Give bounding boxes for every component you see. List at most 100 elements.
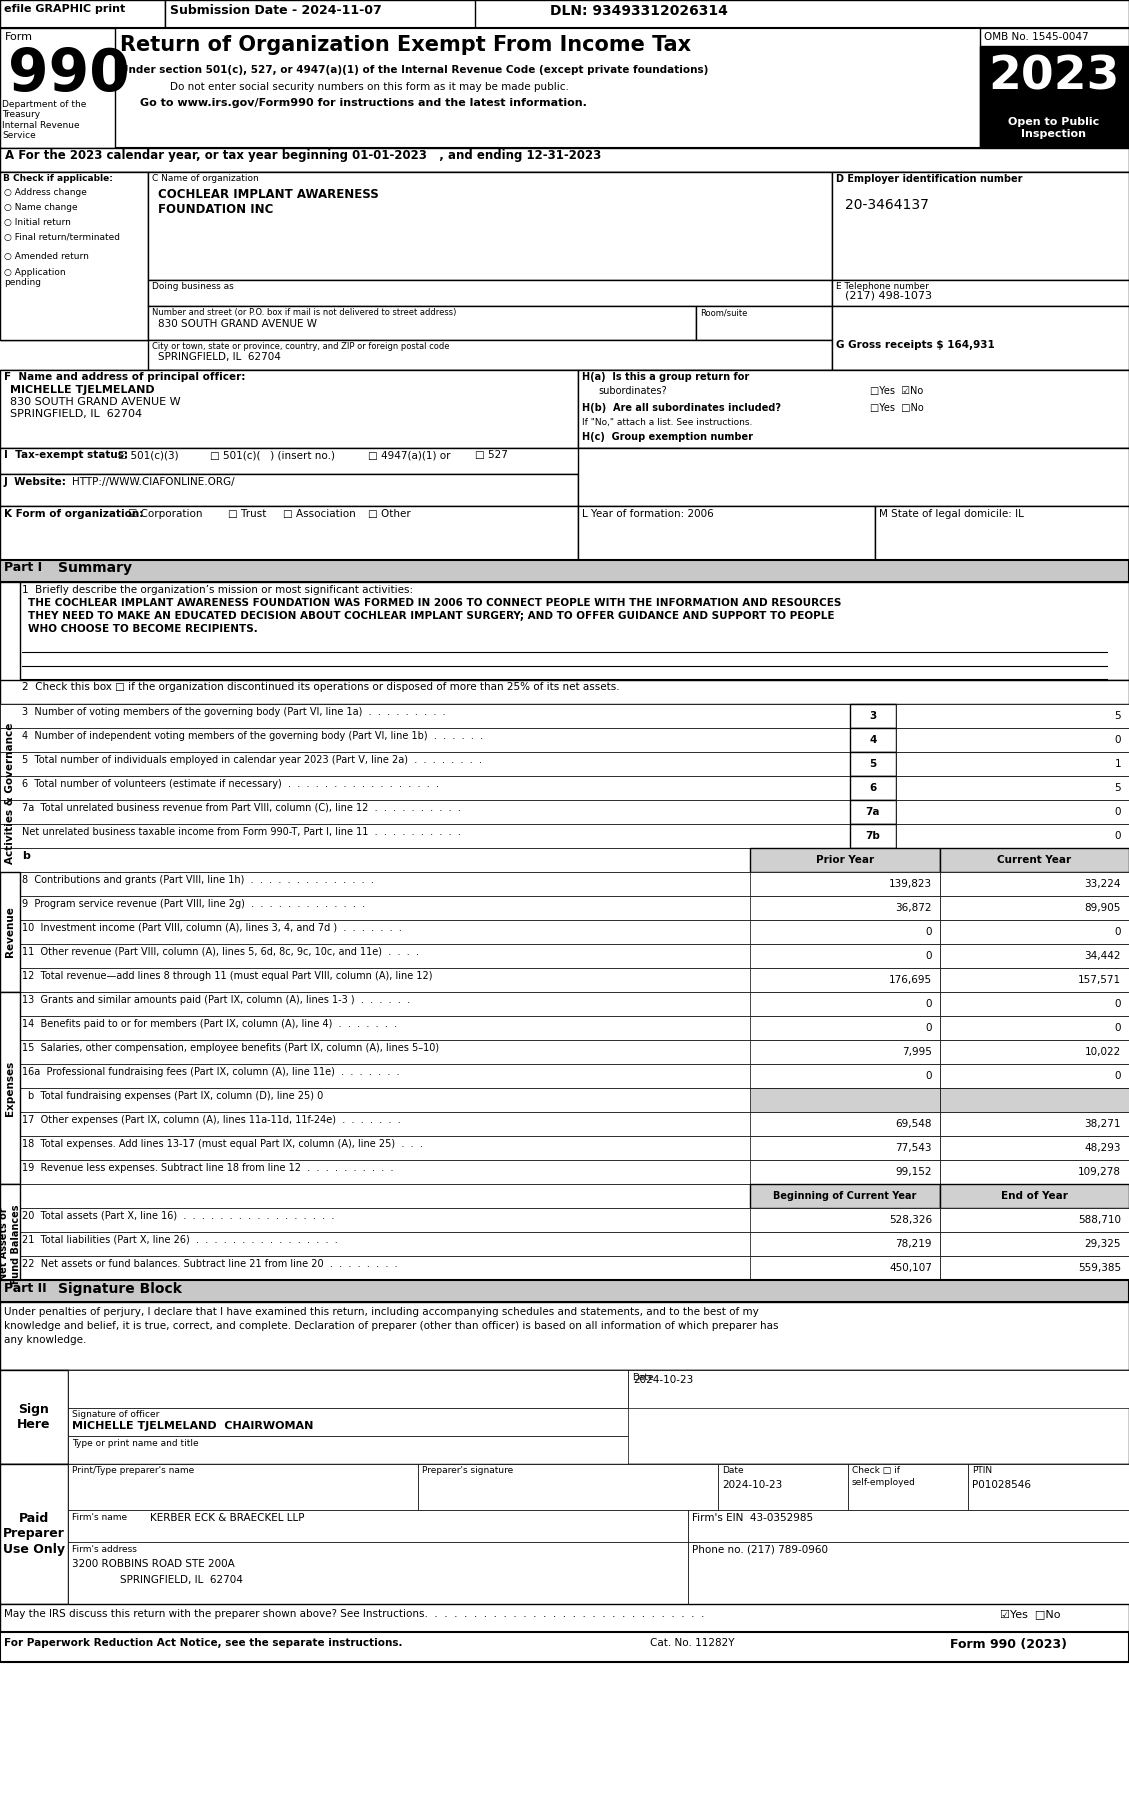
- Bar: [940, 1233, 1129, 1256]
- Text: 18  Total expenses. Add lines 13-17 (must equal Part IX, column (A), line 25)  .: 18 Total expenses. Add lines 13-17 (must…: [21, 1139, 423, 1150]
- Text: 19  Revenue less expenses. Subtract line 18 from line 12  .  .  .  .  .  .  .  .: 19 Revenue less expenses. Subtract line …: [21, 1162, 394, 1173]
- Bar: [0, 679, 1129, 705]
- Text: M State of legal domicile: IL: M State of legal domicile: IL: [879, 508, 1024, 519]
- Text: 99,152: 99,152: [895, 1168, 933, 1177]
- Text: ○ Amended return: ○ Amended return: [5, 252, 89, 261]
- Text: Number and street (or P.O. box if mail is not delivered to street address): Number and street (or P.O. box if mail i…: [152, 308, 456, 317]
- Text: 0: 0: [1114, 998, 1121, 1009]
- Text: FOUNDATION INC: FOUNDATION INC: [158, 204, 273, 216]
- Bar: [578, 369, 1129, 449]
- Bar: [940, 991, 1129, 1016]
- Bar: [750, 1256, 940, 1279]
- Text: 2024-10-23: 2024-10-23: [723, 1479, 782, 1490]
- Text: 8  Contributions and grants (Part VIII, line 1h)  .  .  .  .  .  .  .  .  .  .  : 8 Contributions and grants (Part VIII, l…: [21, 876, 374, 885]
- Text: 0: 0: [1114, 926, 1121, 937]
- Text: Signature of officer: Signature of officer: [72, 1409, 159, 1418]
- Text: Date: Date: [632, 1373, 654, 1382]
- Text: b: b: [21, 851, 29, 861]
- Bar: [850, 777, 896, 800]
- Bar: [0, 1279, 1129, 1303]
- Bar: [750, 1135, 940, 1160]
- Bar: [0, 582, 1129, 679]
- Text: Print/Type preparer's name: Print/Type preparer's name: [72, 1467, 194, 1476]
- Bar: [0, 896, 1129, 921]
- Bar: [148, 171, 832, 279]
- Bar: [68, 1463, 418, 1510]
- Text: 2024-10-23: 2024-10-23: [633, 1375, 693, 1386]
- Text: THEY NEED TO MAKE AN EDUCATED DECISION ABOUT COCHLEAR IMPLANT SURGERY; AND TO OF: THEY NEED TO MAKE AN EDUCATED DECISION A…: [28, 611, 834, 622]
- Bar: [875, 506, 1129, 560]
- Bar: [68, 1407, 628, 1436]
- Text: Department of the
Treasury
Internal Revenue
Service: Department of the Treasury Internal Reve…: [2, 99, 87, 141]
- Text: ☑Yes  □No: ☑Yes □No: [1000, 1609, 1060, 1618]
- Bar: [750, 1112, 940, 1135]
- Text: 4: 4: [869, 735, 877, 744]
- Text: 33,224: 33,224: [1085, 879, 1121, 888]
- Text: Form 990 (2023): Form 990 (2023): [949, 1638, 1067, 1651]
- Text: 13  Grants and similar amounts paid (Part IX, column (A), lines 1-3 )  .  .  .  : 13 Grants and similar amounts paid (Part…: [21, 995, 410, 1006]
- Text: 559,385: 559,385: [1078, 1263, 1121, 1272]
- Bar: [896, 751, 1129, 777]
- Bar: [688, 1510, 1129, 1543]
- Bar: [896, 777, 1129, 800]
- Bar: [578, 449, 1129, 506]
- Text: For Paperwork Reduction Act Notice, see the separate instructions.: For Paperwork Reduction Act Notice, see …: [5, 1638, 403, 1649]
- Bar: [832, 306, 1129, 369]
- Bar: [68, 1436, 628, 1463]
- Text: SPRINGFIELD, IL  62704: SPRINGFIELD, IL 62704: [120, 1575, 243, 1586]
- Text: 7a: 7a: [866, 807, 881, 816]
- Text: 0: 0: [1114, 807, 1121, 816]
- Text: J  Website:: J Website:: [5, 478, 67, 487]
- Text: 157,571: 157,571: [1078, 975, 1121, 986]
- Text: ☑ 501(c)(3): ☑ 501(c)(3): [119, 450, 178, 460]
- Bar: [68, 1543, 688, 1604]
- Text: 0: 0: [1114, 831, 1121, 842]
- Text: Firm's address: Firm's address: [72, 1544, 137, 1553]
- Bar: [750, 1160, 940, 1184]
- Text: 176,695: 176,695: [889, 975, 933, 986]
- Text: 5  Total number of individuals employed in calendar year 2023 (Part V, line 2a) : 5 Total number of individuals employed i…: [21, 755, 482, 766]
- Bar: [0, 1112, 1129, 1135]
- Text: Type or print name and title: Type or print name and title: [72, 1440, 199, 1449]
- Text: Go to www.irs.gov/Form990 for instructions and the latest information.: Go to www.irs.gov/Form990 for instructio…: [140, 97, 587, 108]
- Text: ☑ Corporation: ☑ Corporation: [128, 508, 202, 519]
- Bar: [850, 824, 896, 849]
- Text: 48,293: 48,293: [1085, 1142, 1121, 1153]
- Bar: [940, 1016, 1129, 1040]
- Bar: [832, 171, 1129, 279]
- Text: 77,543: 77,543: [895, 1142, 933, 1153]
- Text: 5: 5: [1114, 784, 1121, 793]
- Text: 990: 990: [8, 47, 130, 103]
- Text: □ 527: □ 527: [475, 450, 508, 460]
- Text: MICHELLE TJELMELAND: MICHELLE TJELMELAND: [10, 386, 155, 395]
- Text: Under penalties of perjury, I declare that I have examined this return, includin: Under penalties of perjury, I declare th…: [5, 1306, 759, 1317]
- Text: ○ Address change: ○ Address change: [5, 187, 87, 196]
- Bar: [695, 306, 832, 341]
- Text: 15  Salaries, other compensation, employee benefits (Part IX, column (A), lines : 15 Salaries, other compensation, employe…: [21, 1043, 439, 1052]
- Bar: [0, 1207, 1129, 1233]
- Bar: [750, 921, 940, 944]
- Bar: [0, 849, 1129, 872]
- Bar: [750, 1016, 940, 1040]
- Text: 0: 0: [926, 926, 933, 937]
- Bar: [0, 1184, 1129, 1207]
- Bar: [940, 1256, 1129, 1279]
- Bar: [0, 824, 1129, 849]
- Bar: [750, 849, 940, 872]
- Text: 20-3464137: 20-3464137: [844, 198, 929, 213]
- Text: 109,278: 109,278: [1078, 1168, 1121, 1177]
- Text: 2  Check this box □ if the organization discontinued its operations or disposed : 2 Check this box □ if the organization d…: [21, 681, 620, 692]
- Bar: [0, 991, 1129, 1016]
- Text: C Name of organization: C Name of organization: [152, 175, 259, 184]
- Bar: [0, 29, 1129, 148]
- Bar: [0, 1160, 1129, 1184]
- Bar: [68, 1370, 628, 1407]
- Text: Paid
Preparer
Use Only: Paid Preparer Use Only: [3, 1512, 65, 1555]
- Text: 7a  Total unrelated business revenue from Part VIII, column (C), line 12  .  .  : 7a Total unrelated business revenue from…: [21, 804, 461, 813]
- Text: ○ Name change: ○ Name change: [5, 204, 78, 213]
- Bar: [68, 1510, 688, 1543]
- Text: 450,107: 450,107: [890, 1263, 933, 1272]
- Text: 4  Number of independent voting members of the governing body (Part VI, line 1b): 4 Number of independent voting members o…: [21, 732, 483, 741]
- Text: Summary: Summary: [58, 560, 132, 575]
- Bar: [0, 968, 1129, 991]
